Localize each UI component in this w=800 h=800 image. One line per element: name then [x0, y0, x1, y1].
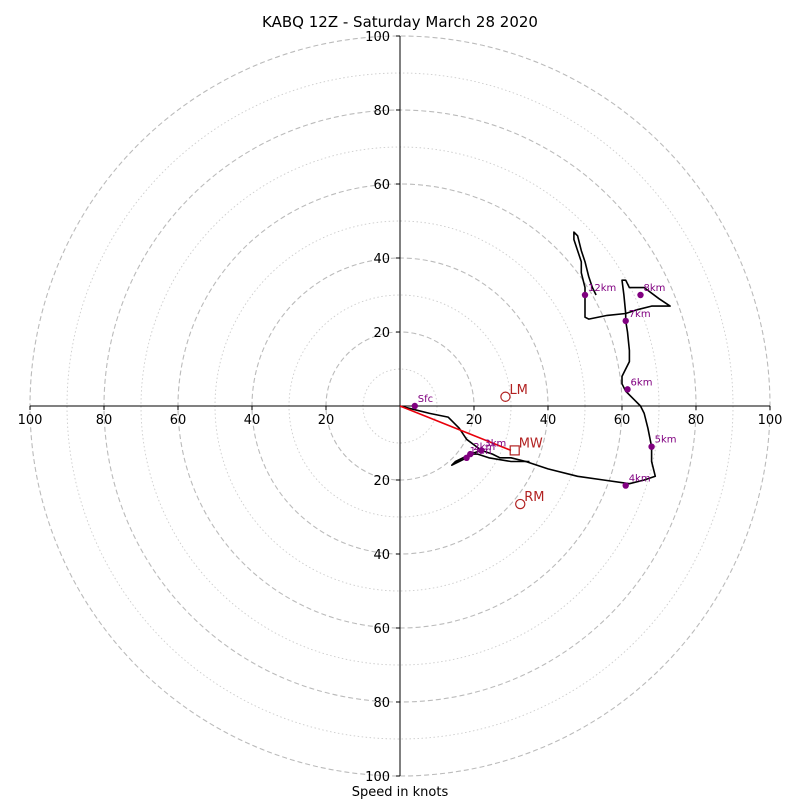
height-marker-dot: [648, 443, 655, 450]
x-tick-label: 40: [244, 413, 261, 428]
x-tick-label: 80: [96, 413, 113, 428]
storm-motion-markers: LM MW RM: [500, 383, 545, 510]
height-marker-label: 6km: [631, 377, 653, 388]
y-tick-label: 40: [373, 548, 390, 563]
x-tick-label: 20: [466, 413, 483, 428]
x-tick-label: 60: [614, 413, 631, 428]
height-marker-label: 8km: [644, 283, 666, 294]
storm-motion-label: LM: [509, 383, 527, 398]
height-marker-label: 5km: [655, 435, 677, 446]
x-tick-label: 20: [318, 413, 335, 428]
height-marker-dot: [624, 386, 631, 393]
y-tick-label: 100: [365, 30, 390, 45]
height-marker-label: 7km: [629, 309, 651, 320]
x-axis-label: Speed in knots: [352, 785, 449, 800]
x-tick-label: 100: [758, 413, 783, 428]
chart-title: KABQ 12Z - Saturday March 28 2020: [262, 13, 538, 31]
storm-motion-marker: [509, 445, 520, 456]
height-marker-label: 4km: [629, 474, 651, 485]
tick-labels: 100 80 60 40 20 20 40 60 80 100 100 80 60 40 20 20 40 60 8…: [18, 30, 783, 785]
y-tick-label: 80: [373, 104, 390, 119]
y-tick-label: 20: [373, 474, 390, 489]
x-tick-label: 80: [688, 413, 705, 428]
height-marker-label: 2km: [473, 442, 495, 453]
height-marker-dot: [581, 291, 589, 299]
y-tick-label: 60: [373, 622, 390, 637]
y-tick-label: 40: [373, 252, 390, 267]
y-tick-label: 80: [373, 696, 390, 711]
storm-motion-label: MW: [519, 436, 543, 451]
storm-motion-marker: [500, 391, 511, 402]
x-tick-label: 40: [540, 413, 557, 428]
height-marker-dot: [622, 317, 629, 325]
y-tick-label: 100: [365, 770, 390, 785]
x-tick-label: 60: [170, 413, 187, 428]
mean-wind-vector: [399, 405, 512, 452]
storm-motion-label: RM: [524, 490, 544, 505]
height-marker-dot: [467, 450, 474, 458]
height-marker-label: 12km: [588, 283, 616, 294]
height-marker-label: 3km: [484, 438, 506, 449]
height-marker-dot: [622, 482, 629, 489]
height-marker-dot: [411, 402, 418, 410]
hodograph-line: [399, 231, 671, 485]
height-marker-label: Sfc: [418, 394, 433, 405]
y-tick-label: 60: [373, 178, 390, 193]
y-tick-label: 20: [373, 326, 390, 341]
x-tick-label: 100: [18, 413, 43, 428]
height-marker-dot: [478, 447, 485, 454]
storm-motion-marker: [515, 498, 526, 510]
height-marker-dot: [637, 291, 644, 299]
height-markers: Sfc1km2km3km4km5km6km7km8km12km: [411, 283, 677, 489]
